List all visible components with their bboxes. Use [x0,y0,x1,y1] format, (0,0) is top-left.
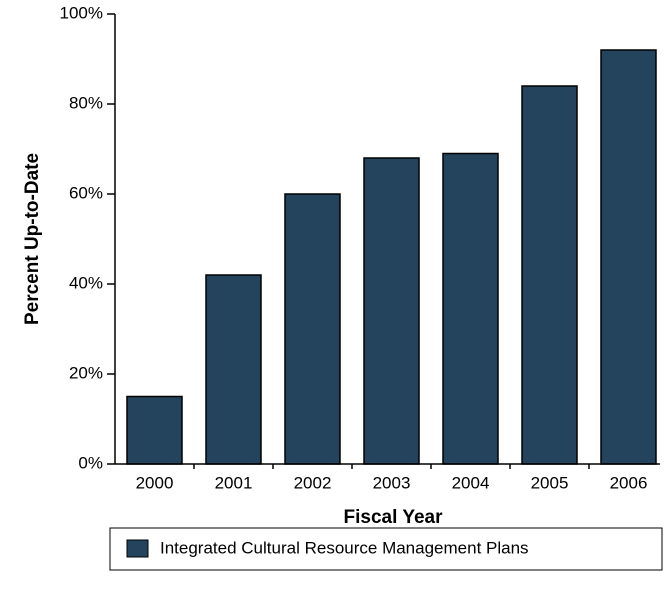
y-tick-label: 80% [69,93,103,112]
bar [363,157,420,465]
y-tick-label: 20% [69,363,103,382]
x-tick-label: 2006 [610,473,648,492]
y-tick-label: 0% [78,453,103,472]
y-axis-title: Percent Up-to-Date [22,153,43,325]
legend-label: Integrated Cultural Resource Management … [160,538,529,557]
bar [126,395,183,465]
y-tick-label: 100% [60,3,103,22]
bar [521,85,578,465]
y-tick-label: 60% [69,183,103,202]
x-axis-title: Fiscal Year [344,507,444,528]
x-tick-label: 2002 [294,473,332,492]
legend-swatch [126,539,149,558]
bar [442,152,499,465]
bar [284,193,341,465]
x-tick-label: 2005 [531,473,569,492]
bar [205,274,262,465]
x-tick-label: 2001 [215,473,253,492]
y-tick-label: 40% [69,273,103,292]
x-tick-label: 2000 [136,473,174,492]
x-tick-label: 2003 [373,473,411,492]
legend-box [109,527,663,571]
bar [600,49,657,465]
x-tick-label: 2004 [452,473,490,492]
